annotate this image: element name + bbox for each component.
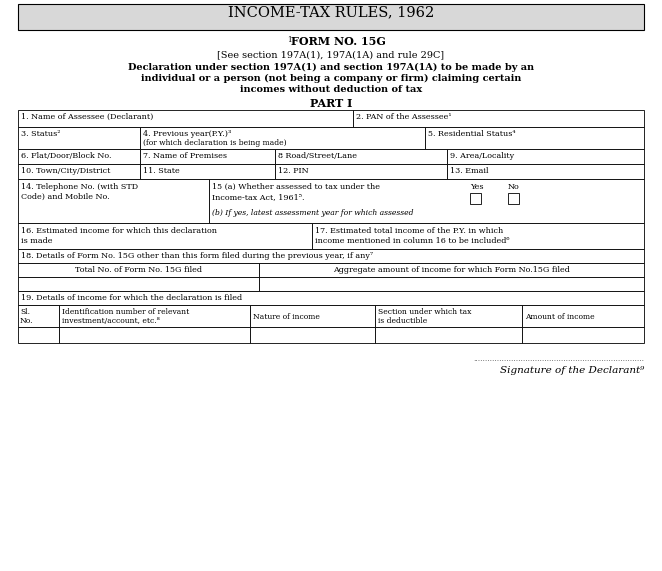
Text: 10. Town/City/District: 10. Town/City/District <box>21 167 111 175</box>
Text: Total No. of Form No. 15G filed: Total No. of Form No. 15G filed <box>75 266 202 274</box>
Text: INCOME-TAX RULES, 1962: INCOME-TAX RULES, 1962 <box>228 5 434 19</box>
Text: 7. Name of Premises: 7. Name of Premises <box>143 152 227 160</box>
Text: [See section 197A(1), 197A(1A) and rule 29C]: [See section 197A(1), 197A(1A) and rule … <box>217 50 445 59</box>
Text: 9. Area/Locality: 9. Area/Locality <box>449 152 514 160</box>
Bar <box>18 127 140 149</box>
Bar <box>447 164 644 179</box>
Bar <box>425 127 644 149</box>
Text: 2. PAN of the Assessee¹: 2. PAN of the Assessee¹ <box>356 113 451 121</box>
Bar <box>140 164 275 179</box>
Bar <box>312 223 644 249</box>
Bar <box>18 249 644 263</box>
Text: 1. Name of Assessee (Declarant): 1. Name of Assessee (Declarant) <box>21 113 154 121</box>
Bar <box>250 305 375 327</box>
Text: is deductible: is deductible <box>378 317 427 325</box>
Bar <box>59 327 250 343</box>
Text: Declaration under section 197A(1) and section 197A(1A) to be made by an: Declaration under section 197A(1) and se… <box>128 63 534 72</box>
Text: 5. Residential Status⁴: 5. Residential Status⁴ <box>428 130 516 138</box>
Text: income mentioned in column 16 to be included⁶: income mentioned in column 16 to be incl… <box>315 237 510 245</box>
Text: No.: No. <box>20 317 34 325</box>
Bar <box>18 291 644 305</box>
Text: Yes: Yes <box>470 183 483 191</box>
Bar <box>18 164 140 179</box>
Text: investment/account, etc.⁸: investment/account, etc.⁸ <box>62 317 160 325</box>
Bar <box>522 305 644 327</box>
Bar <box>275 149 447 164</box>
Text: 14. Telephone No. (with STD: 14. Telephone No. (with STD <box>21 183 138 191</box>
Text: Code) and Mobile No.: Code) and Mobile No. <box>21 193 110 201</box>
Bar <box>140 127 425 149</box>
Bar <box>18 110 353 127</box>
Bar <box>447 149 644 164</box>
Bar <box>259 263 644 277</box>
Text: 3. Status²: 3. Status² <box>21 130 60 138</box>
Text: 16. Estimated income for which this declaration: 16. Estimated income for which this decl… <box>21 227 217 235</box>
Text: individual or a person (not being a company or firm) claiming certain: individual or a person (not being a comp… <box>141 74 521 83</box>
Text: Income-tax Act, 1961⁵.: Income-tax Act, 1961⁵. <box>212 193 305 201</box>
Bar <box>209 179 644 223</box>
Bar <box>18 4 644 30</box>
Text: 13. Email: 13. Email <box>449 167 489 175</box>
Bar <box>375 327 522 343</box>
Text: (b) If yes, latest assessment year for which assessed: (b) If yes, latest assessment year for w… <box>212 209 414 217</box>
Text: 4. Previous year(P.Y.)³: 4. Previous year(P.Y.)³ <box>143 130 231 138</box>
Bar <box>18 263 259 277</box>
Text: Nature of income: Nature of income <box>253 313 320 321</box>
Bar <box>508 193 519 204</box>
Text: Section under which tax: Section under which tax <box>378 308 471 316</box>
Text: is made: is made <box>21 237 52 245</box>
Text: 17. Estimated total income of the P.Y. in which: 17. Estimated total income of the P.Y. i… <box>315 227 504 235</box>
Text: Amount of income: Amount of income <box>525 313 594 321</box>
Bar <box>522 327 644 343</box>
Bar <box>470 193 481 204</box>
Bar <box>59 305 250 327</box>
Text: PART I: PART I <box>310 98 352 109</box>
Text: Identification number of relevant: Identification number of relevant <box>62 308 189 316</box>
Bar <box>18 179 209 223</box>
Text: 6. Flat/Door/Block No.: 6. Flat/Door/Block No. <box>21 152 111 160</box>
Text: 11. State: 11. State <box>143 167 180 175</box>
Bar <box>18 277 259 291</box>
Bar <box>353 110 644 127</box>
Text: 12. PIN: 12. PIN <box>277 167 308 175</box>
Bar <box>250 327 375 343</box>
Text: Sl.: Sl. <box>20 308 30 316</box>
Text: incomes without deduction of tax: incomes without deduction of tax <box>240 85 422 94</box>
Text: 18. Details of Form No. 15G other than this form filed during the previous year,: 18. Details of Form No. 15G other than t… <box>21 252 373 260</box>
Bar <box>275 164 447 179</box>
Text: 8 Road/Street/Lane: 8 Road/Street/Lane <box>277 152 357 160</box>
Bar <box>18 149 140 164</box>
Bar <box>375 305 522 327</box>
Bar <box>18 305 59 327</box>
Text: Aggregate amount of income for which Form No.15G filed: Aggregate amount of income for which For… <box>333 266 570 274</box>
Text: Signature of the Declarant⁹: Signature of the Declarant⁹ <box>500 366 644 375</box>
Text: FORM NO. 15G: FORM NO. 15G <box>291 36 386 47</box>
Text: (for which declaration is being made): (for which declaration is being made) <box>143 139 287 147</box>
Text: 15 (a) Whether assessed to tax under the: 15 (a) Whether assessed to tax under the <box>212 183 380 191</box>
Bar <box>140 149 275 164</box>
Text: No: No <box>508 183 520 191</box>
Bar <box>18 327 59 343</box>
Text: 19. Details of income for which the declaration is filed: 19. Details of income for which the decl… <box>21 294 242 302</box>
Text: 1: 1 <box>287 36 291 44</box>
Bar <box>18 223 312 249</box>
Text: ........................................................................: ........................................… <box>473 355 644 363</box>
Bar <box>259 277 644 291</box>
